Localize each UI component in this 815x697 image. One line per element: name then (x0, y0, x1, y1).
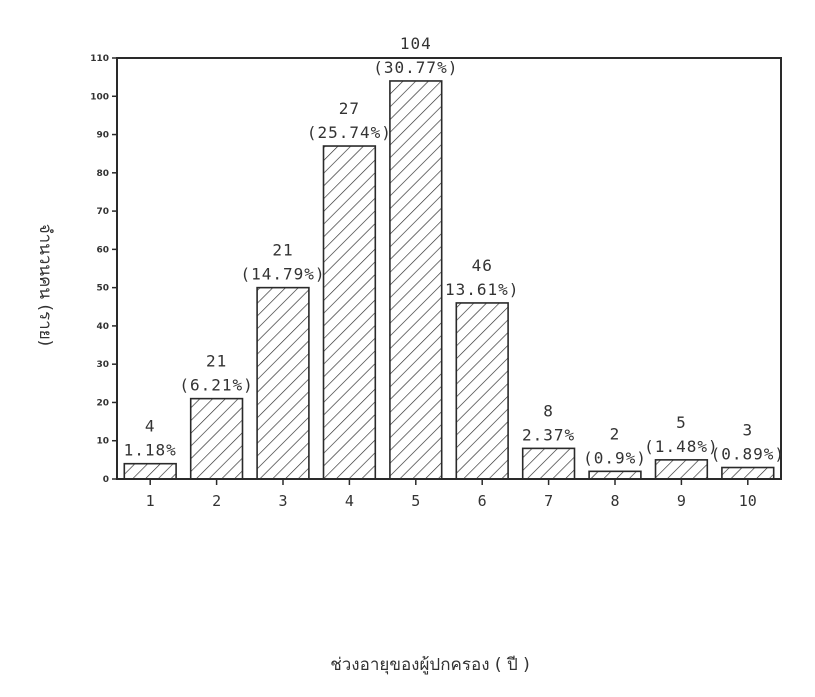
bar (123, 462, 177, 480)
x-tick-label: 4 (345, 492, 354, 510)
count-label: 27 (339, 99, 360, 118)
x-tick-label: 6 (478, 492, 487, 510)
percent-label: (1.48%) (644, 437, 718, 456)
bar (189, 397, 244, 480)
percent-label: (25.74%) (307, 123, 392, 142)
y-tick-label: 90 (96, 131, 109, 141)
count-label: 4 (145, 417, 156, 436)
bar (721, 466, 775, 480)
count-label: 21 (206, 352, 227, 371)
bars (123, 80, 775, 480)
x-tick-label: 1 (146, 492, 155, 510)
percent-label: (6.21%) (179, 376, 253, 395)
y-tick-label: 10 (96, 437, 109, 447)
bar (654, 459, 709, 480)
count-label: 21 (272, 241, 293, 260)
percent-label: (0.89%) (711, 445, 785, 464)
count-label: 8 (543, 401, 554, 420)
x-axis-ticks: 1 2 3 4 5 6 7 8 9 10 (146, 479, 757, 510)
x-tick-label: 3 (278, 492, 287, 510)
percent-label: (30.77%) (373, 58, 458, 77)
x-axis-title: ช่วงอายุของผู้ปกครอง ( ปี ) (330, 655, 530, 675)
y-tick-label: 30 (96, 360, 109, 370)
x-tick-label: 5 (411, 492, 420, 510)
bar (521, 447, 576, 480)
plot-frame (116, 57, 782, 480)
percent-label: (14.79%) (240, 265, 325, 284)
count-label: 5 (676, 413, 687, 432)
x-tick-label: 9 (677, 492, 686, 510)
count-label: 104 (400, 34, 432, 53)
y-tick-label: 40 (96, 322, 109, 332)
y-axis-ticks: 0 10 20 30 40 50 60 70 80 90 100 110 (90, 54, 117, 485)
percent-label: (0.9%) (583, 448, 647, 467)
y-tick-label: 50 (96, 284, 109, 294)
percent-label: 13.61%) (445, 280, 519, 299)
x-tick-label: 2 (212, 492, 221, 510)
x-tick-label: 8 (610, 492, 619, 510)
bar (322, 145, 377, 480)
data-labels: 1.18% 4 (6.21%) 21 (14.79%) 21 (25.74%) 27 (30.7… (124, 34, 785, 467)
y-tick-label: 110 (90, 54, 109, 64)
y-tick-label: 60 (96, 245, 109, 255)
y-tick-label: 100 (90, 92, 109, 102)
bar (455, 302, 509, 480)
percent-label: 2.37% (522, 425, 575, 444)
bar (256, 286, 310, 480)
bar (588, 470, 642, 480)
y-axis-title: จำนวนคน (ราย) (35, 224, 55, 347)
y-tick-label: 0 (103, 475, 109, 485)
bar (389, 80, 443, 480)
y-tick-label: 70 (96, 207, 109, 217)
x-tick-label: 10 (739, 492, 757, 510)
count-label: 46 (472, 256, 493, 275)
x-tick-label: 7 (544, 492, 553, 510)
y-tick-label: 80 (96, 169, 109, 179)
percent-label: 1.18% (124, 441, 177, 460)
count-label: 3 (742, 421, 753, 440)
count-label: 2 (610, 424, 621, 443)
y-tick-label: 20 (96, 398, 109, 408)
